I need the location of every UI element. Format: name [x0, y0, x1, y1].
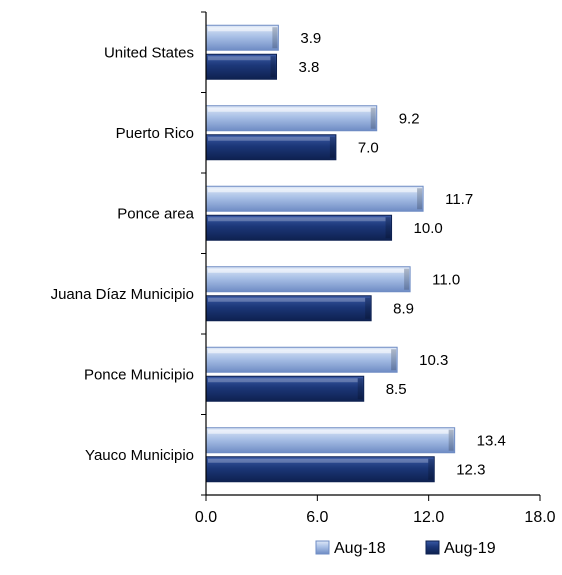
legend-item: Aug-18	[315, 540, 386, 557]
bars-layer	[205, 24, 456, 483]
labels-layer: United States 3.9 3.8 Puerto Rico 9.2 7.0 Ponc…	[51, 30, 506, 479]
bar-bevel-right	[329, 136, 335, 158]
bar-bevel-right	[385, 217, 391, 239]
bar-bevel-top	[208, 297, 366, 302]
legend-label: Aug-19	[444, 540, 496, 557]
category-label: Juana Díaz Municipio	[51, 286, 194, 303]
legend: Aug-18 Aug-19	[315, 540, 496, 557]
bar-aug-18	[205, 427, 456, 454]
x-tick-label: 0.0	[195, 509, 217, 526]
data-label: 3.8	[299, 59, 320, 76]
data-label: 12.3	[456, 461, 485, 478]
bar-aug-18	[205, 266, 411, 293]
bar-bevel-right	[417, 188, 423, 210]
data-label: 3.9	[300, 30, 321, 47]
category-label: Puerto Rico	[116, 125, 194, 142]
legend-label: Aug-18	[334, 540, 386, 557]
bar-aug-19	[205, 375, 365, 402]
bar-bevel-right	[272, 27, 278, 49]
bar-bevel-top	[208, 27, 273, 32]
data-label: 9.2	[399, 110, 420, 127]
bar-bevel-top	[208, 429, 449, 434]
bar-aug-18	[205, 346, 398, 373]
category-label: Yauco Municipio	[85, 447, 194, 464]
bar-rect	[205, 456, 435, 483]
bar-bevel-top	[208, 268, 405, 273]
bar-aug-18	[205, 185, 424, 212]
x-tick-label: 18.0	[524, 509, 555, 526]
legend-item: Aug-19	[425, 540, 496, 557]
data-label: 11.0	[432, 271, 460, 288]
data-label: 7.0	[358, 139, 379, 156]
bar-bevel-top	[208, 56, 271, 61]
bar-rect	[205, 53, 278, 80]
bar-bevel-top	[208, 107, 371, 112]
bar-aug-18	[205, 24, 279, 51]
bar-rect	[205, 375, 365, 402]
x-tick-label: 6.0	[306, 509, 328, 526]
bar-bevel-right	[428, 458, 434, 480]
bar-aug-19	[205, 295, 372, 322]
axis-layer: 0.0 6.0 12.0 18.0	[195, 11, 556, 526]
bar-bevel-right	[448, 429, 454, 451]
data-label: 8.9	[393, 300, 414, 317]
bar-bevel-right	[365, 297, 371, 319]
bar-bevel-top	[208, 458, 429, 463]
data-label: 13.4	[477, 432, 506, 449]
bar-bevel-top	[208, 188, 418, 193]
bar-bevel-right	[357, 378, 363, 400]
category-label: United States	[104, 44, 194, 61]
bar-rect	[205, 134, 337, 161]
data-label: 8.5	[386, 381, 407, 398]
bar-aug-19	[205, 134, 337, 161]
bar-bevel-right	[391, 349, 397, 371]
bar-aug-18	[205, 105, 378, 132]
legend-swatch	[425, 540, 440, 555]
bar-bevel-top	[208, 378, 358, 383]
bar-bevel-top	[208, 217, 386, 222]
bar-bevel-top	[208, 136, 330, 141]
data-label: 11.7	[445, 191, 473, 208]
data-label: 10.3	[419, 352, 448, 369]
bar-aug-19	[205, 53, 278, 80]
bar-aug-19	[205, 214, 393, 241]
bar-bevel-top	[208, 349, 392, 354]
x-tick-label: 12.0	[413, 509, 444, 526]
category-label: Ponce area	[117, 205, 194, 222]
bar-bevel-right	[270, 56, 276, 78]
bar-bevel-right	[404, 268, 410, 290]
legend-swatch	[315, 540, 330, 555]
bar-aug-19	[205, 456, 435, 483]
bar-bevel-right	[370, 107, 376, 129]
data-label: 10.0	[414, 220, 443, 237]
category-label: Ponce Municipio	[84, 366, 194, 383]
